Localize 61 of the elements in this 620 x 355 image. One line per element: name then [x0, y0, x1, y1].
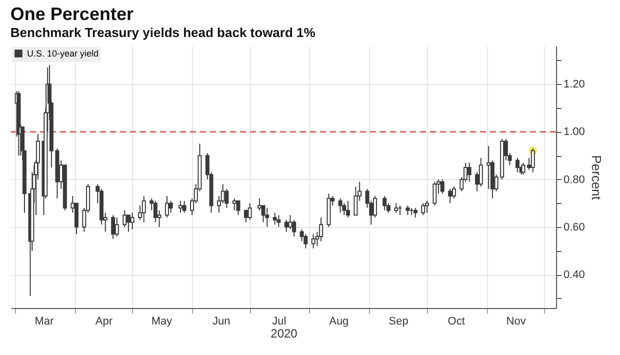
x-tick-label: May [151, 316, 173, 328]
x-tick-label: Jun [212, 316, 230, 328]
legend-label: U.S. 10-year yield [27, 48, 99, 58]
candlestick [338, 198, 342, 214]
y-tick-label: 1.20 [564, 78, 585, 91]
candlestick [292, 219, 296, 238]
y-tick-label: 1.00 [564, 126, 585, 138]
y-tick-label: 0.60 [564, 222, 585, 234]
y-axis-title: Percent [588, 155, 604, 200]
candlestick [130, 212, 134, 230]
x-tick-label: Oct [448, 316, 465, 328]
candlestick [354, 186, 358, 216]
candlestick [319, 216, 324, 242]
candlestick [122, 210, 127, 228]
y-tick-label: 0.40 [564, 269, 585, 282]
candlestick [236, 200, 240, 216]
candlestick [182, 200, 186, 214]
candlestick [244, 210, 248, 223]
candlestick [478, 157, 483, 188]
candlestick [515, 157, 520, 173]
candlestick [142, 196, 146, 223]
x-tick-label: Mar [34, 316, 54, 328]
candlestick [452, 186, 456, 199]
x-tick-label: Aug [329, 316, 349, 328]
candlestick [440, 178, 444, 194]
candlestick [164, 196, 169, 218]
candlestick [421, 202, 426, 216]
candlestick [432, 181, 437, 206]
candlestick [272, 212, 277, 226]
candlestick [111, 214, 116, 240]
y-tick-label: 0.80 [564, 174, 585, 186]
candlestick [178, 200, 182, 214]
candlestick [406, 205, 410, 216]
x-tick-label: Jul [272, 316, 286, 328]
candlestick [342, 202, 346, 216]
candlestick [413, 207, 418, 218]
candlestick [467, 162, 472, 182]
candlestick [448, 188, 452, 204]
candlestick [276, 214, 281, 228]
x-tick-label: Apr [95, 316, 113, 328]
chart-subtitle: Benchmark Treasury yields head back toward 1% [10, 25, 316, 40]
candlestick [530, 148, 535, 173]
candlestick [288, 214, 292, 230]
candlestick [394, 202, 398, 214]
candlestick [248, 202, 252, 220]
x-axis-title: 2020 [270, 326, 298, 340]
candlestick [126, 214, 130, 232]
candlestick [382, 196, 387, 211]
x-tick-label: Sep [388, 316, 408, 328]
candlestick [486, 146, 491, 190]
chart-title: One Percenter [10, 4, 134, 24]
candlestick [114, 216, 119, 238]
candlestick [224, 188, 229, 208]
candlestick [153, 200, 158, 223]
candlestick [346, 200, 350, 218]
candlestick [304, 234, 308, 249]
x-tick-label: Nov [506, 316, 526, 328]
candlestick [424, 200, 429, 214]
candlestick [265, 207, 270, 228]
candlestick [311, 234, 316, 249]
candlestick [168, 200, 173, 214]
